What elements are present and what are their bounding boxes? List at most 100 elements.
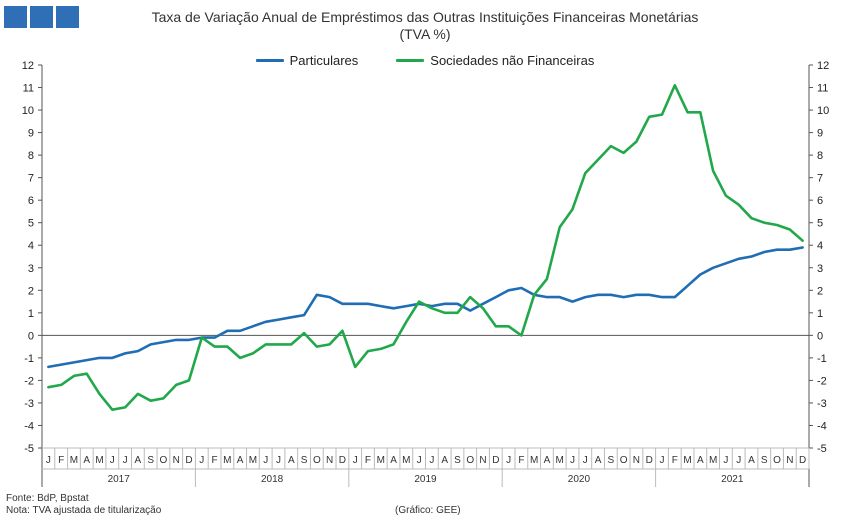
month-tick-label: D [492, 455, 499, 466]
y-tick-label-right: 11 [817, 83, 828, 95]
y-tick-label-left: 5 [28, 218, 34, 230]
month-tick-label: F [212, 455, 218, 466]
chart-subtitle: (TVA %) [399, 26, 451, 42]
month-tick-label: J [417, 455, 422, 466]
y-tick-label-right: 1 [817, 308, 823, 320]
legend-item-sociedades: Sociedades não Financeiras [396, 53, 594, 68]
month-tick-label: M [377, 455, 385, 466]
month-tick-label: J [263, 455, 268, 466]
month-tick-label: J [506, 455, 511, 466]
y-tick-label-right: 0 [817, 330, 823, 342]
y-tick-label-right: -4 [817, 420, 827, 432]
month-tick-label: J [110, 455, 115, 466]
month-tick-label: M [402, 455, 410, 466]
y-tick-label-left: -1 [24, 353, 34, 365]
month-tick-label: N [173, 455, 180, 466]
chart-legend: Particulares Sociedades não Financeiras [0, 50, 850, 70]
month-tick-label: J [429, 455, 434, 466]
month-tick-label: D [339, 455, 346, 466]
y-tick-label-right: 8 [817, 150, 823, 162]
y-tick-label-left: -3 [24, 398, 34, 410]
month-tick-label: F [518, 455, 524, 466]
chart-title: Taxa de Variação Anual de Empréstimos da… [80, 9, 770, 43]
month-tick-label: A [748, 455, 755, 466]
month-tick-label: A [237, 455, 244, 466]
y-tick-label-left: -5 [24, 443, 34, 455]
month-tick-label: J [723, 455, 728, 466]
year-tick-label: 2019 [414, 474, 437, 485]
series-line-sociedades [47, 84, 804, 412]
month-tick-label: O [620, 455, 628, 466]
y-tick-label-left: 8 [28, 150, 34, 162]
logo-block [4, 6, 27, 28]
month-tick-label: A [441, 455, 448, 466]
y-tick-label-right: 6 [817, 195, 823, 207]
month-tick-label: N [479, 455, 486, 466]
footnotes: Fonte: BdP, Bpstat Nota: TVA ajustada de… [6, 493, 161, 517]
y-tick-label-right: 2 [817, 285, 823, 297]
month-tick-label: M [70, 455, 78, 466]
month-tick-label: F [58, 455, 64, 466]
y-tick-label-right: 5 [817, 218, 823, 230]
chart-credit: (Gráfico: GEE) [395, 505, 461, 516]
month-tick-label: N [633, 455, 640, 466]
month-tick-label: M [95, 455, 103, 466]
month-tick-label: D [185, 455, 192, 466]
month-tick-label: D [646, 455, 653, 466]
month-tick-label: F [365, 455, 371, 466]
y-tick-label-right: -3 [817, 398, 827, 410]
y-tick-label-right: 3 [817, 263, 823, 275]
legend-swatch [255, 58, 284, 62]
month-tick-label: S [454, 455, 461, 466]
legend-label: Particulares [289, 52, 359, 68]
month-tick-label: S [301, 455, 308, 466]
y-tick-label-left: 4 [28, 240, 34, 252]
brand-logo [4, 6, 79, 28]
month-tick-label: A [135, 455, 142, 466]
month-tick-label: O [773, 455, 781, 466]
month-tick-label: J [46, 455, 51, 466]
y-tick-label-left: 0 [28, 330, 34, 342]
chart-title-line1: Taxa de Variação Anual de Empréstimos da… [151, 9, 699, 25]
month-tick-label: O [160, 455, 168, 466]
y-tick-label-right: -2 [817, 375, 827, 387]
y-tick-label-right: 7 [817, 173, 823, 185]
logo-block [56, 6, 79, 28]
month-tick-label: O [466, 455, 474, 466]
month-tick-label: S [608, 455, 615, 466]
y-tick-label-left: 2 [28, 285, 34, 297]
month-tick-label: A [83, 455, 90, 466]
year-tick-label: 2020 [568, 474, 591, 485]
y-tick-label-left: 11 [23, 83, 34, 95]
month-tick-label: M [556, 455, 564, 466]
y-tick-label-right: 10 [817, 105, 829, 117]
month-tick-label: J [123, 455, 128, 466]
y-tick-label-right: 9 [817, 128, 823, 140]
y-tick-label-left: 1 [28, 308, 34, 320]
month-tick-label: N [326, 455, 333, 466]
y-tick-label-left: 12 [22, 60, 34, 72]
month-tick-label: J [199, 455, 204, 466]
month-tick-label: M [683, 455, 691, 466]
y-tick-label-left: -2 [24, 375, 34, 387]
y-tick-label-right: 4 [817, 240, 823, 252]
month-tick-label: M [709, 455, 717, 466]
month-tick-label: S [761, 455, 768, 466]
legend-swatch [396, 58, 425, 62]
y-tick-label-left: 7 [28, 173, 34, 185]
month-tick-label: J [276, 455, 281, 466]
month-tick-label: F [672, 455, 678, 466]
month-tick-label: J [736, 455, 741, 466]
month-tick-label: M [223, 455, 231, 466]
month-tick-label: D [799, 455, 806, 466]
y-tick-label-right: 12 [817, 60, 829, 72]
year-tick-label: 2021 [721, 474, 744, 485]
y-tick-label-left: -4 [24, 420, 34, 432]
legend-label: Sociedades não Financeiras [430, 52, 595, 68]
month-tick-label: M [249, 455, 257, 466]
legend-item-particulares: Particulares [255, 52, 359, 68]
titularization-note: Nota: TVA ajustada de titularização [6, 505, 162, 516]
month-tick-label: J [659, 455, 664, 466]
month-tick-label: J [570, 455, 575, 466]
